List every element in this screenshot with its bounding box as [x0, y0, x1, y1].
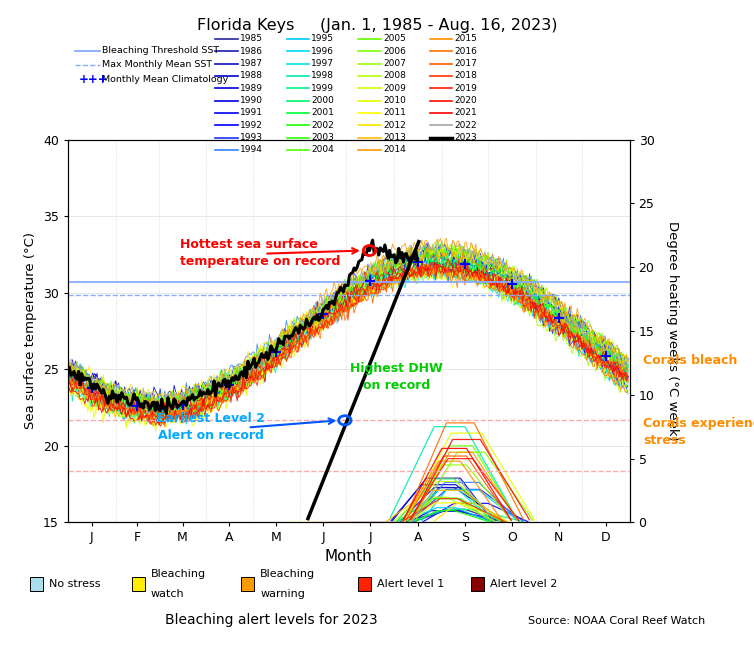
Text: 2019: 2019 — [455, 84, 477, 93]
Text: Bleaching: Bleaching — [260, 569, 315, 579]
Text: Alert level 2: Alert level 2 — [490, 579, 557, 589]
X-axis label: Month: Month — [325, 548, 372, 563]
Text: 1999: 1999 — [311, 84, 335, 93]
Text: Hottest sea surface
temperature on record: Hottest sea surface temperature on recor… — [180, 238, 341, 268]
Text: 2018: 2018 — [455, 71, 477, 80]
Text: 2017: 2017 — [455, 59, 477, 68]
Text: 2015: 2015 — [455, 34, 477, 43]
Y-axis label: Sea surface temperature (°C): Sea surface temperature (°C) — [24, 232, 38, 430]
Text: 2002: 2002 — [311, 121, 334, 130]
Text: 2011: 2011 — [383, 108, 406, 117]
Text: 1985: 1985 — [240, 34, 263, 43]
Text: Bleaching Threshold SST: Bleaching Threshold SST — [102, 46, 219, 55]
Text: 1990: 1990 — [240, 96, 263, 105]
Text: Corals experience
stress: Corals experience stress — [643, 417, 754, 447]
Text: Bleaching: Bleaching — [151, 569, 206, 579]
Text: 2013: 2013 — [383, 133, 406, 142]
Text: Max Monthly Mean SST: Max Monthly Mean SST — [102, 60, 212, 69]
Text: 2007: 2007 — [383, 59, 406, 68]
Text: 1997: 1997 — [311, 59, 335, 68]
Text: 2010: 2010 — [383, 96, 406, 105]
Text: 1991: 1991 — [240, 108, 263, 117]
Text: watch: watch — [151, 589, 185, 599]
Text: 1987: 1987 — [240, 59, 263, 68]
Text: warning: warning — [260, 589, 305, 599]
Text: 2008: 2008 — [383, 71, 406, 80]
Text: 2021: 2021 — [455, 108, 477, 117]
Text: Highest DHW
on record: Highest DHW on record — [350, 362, 443, 392]
Text: Source: NOAA Coral Reef Watch: Source: NOAA Coral Reef Watch — [528, 617, 705, 626]
Text: 2012: 2012 — [383, 121, 406, 130]
Text: 2014: 2014 — [383, 145, 406, 154]
Text: 1993: 1993 — [240, 133, 263, 142]
Text: 2022: 2022 — [455, 121, 477, 130]
Text: No stress: No stress — [49, 579, 100, 589]
Text: 1988: 1988 — [240, 71, 263, 80]
Text: Earliest Level 2
Alert on record: Earliest Level 2 Alert on record — [157, 413, 265, 443]
Text: 1986: 1986 — [240, 47, 263, 56]
Text: Florida Keys     (Jan. 1, 1985 - Aug. 16, 2023): Florida Keys (Jan. 1, 1985 - Aug. 16, 20… — [197, 18, 557, 33]
Text: 1995: 1995 — [311, 34, 335, 43]
Text: 1989: 1989 — [240, 84, 263, 93]
Text: 2001: 2001 — [311, 108, 334, 117]
Text: Corals bleach: Corals bleach — [643, 354, 737, 367]
Text: 2003: 2003 — [311, 133, 334, 142]
Text: 2009: 2009 — [383, 84, 406, 93]
Y-axis label: Degree heating weeks (°C week): Degree heating weeks (°C week) — [666, 221, 679, 441]
Text: 1996: 1996 — [311, 47, 335, 56]
Text: +++: +++ — [79, 73, 109, 86]
Text: 2023: 2023 — [455, 133, 477, 142]
Text: 2006: 2006 — [383, 47, 406, 56]
Text: 2020: 2020 — [455, 96, 477, 105]
Text: 1994: 1994 — [240, 145, 262, 154]
Text: 1992: 1992 — [240, 121, 262, 130]
Text: 2000: 2000 — [311, 96, 334, 105]
Text: Bleaching alert levels for 2023: Bleaching alert levels for 2023 — [165, 613, 378, 628]
Text: 1998: 1998 — [311, 71, 335, 80]
Text: 2016: 2016 — [455, 47, 477, 56]
Text: 2005: 2005 — [383, 34, 406, 43]
Text: Monthly Mean Climatology: Monthly Mean Climatology — [102, 75, 228, 84]
Text: 2004: 2004 — [311, 145, 334, 154]
Text: Alert level 1: Alert level 1 — [377, 579, 444, 589]
